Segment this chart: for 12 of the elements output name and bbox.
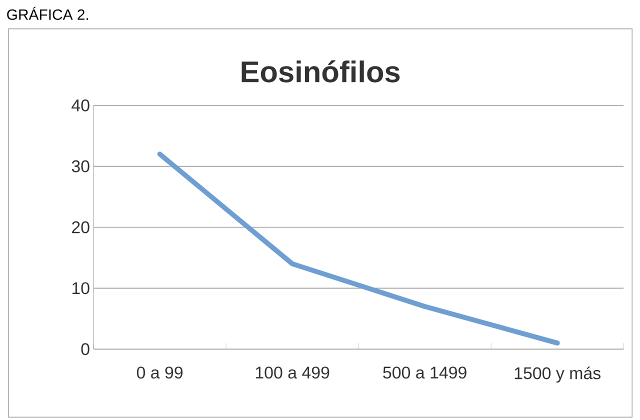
x-tick-label: 100 a 499 (256, 366, 330, 379)
x-tick-label: 500 a 1499 (383, 366, 466, 379)
line-series (157, 152, 560, 346)
x-tick-label: 0 a 99 (136, 366, 183, 379)
y-tick-label: 20 (72, 221, 90, 234)
chart-title: Eosinófilos (242, 60, 400, 82)
y-tick-label: 30 (72, 160, 90, 172)
y-tick-label: 0 (81, 343, 90, 356)
y-tick-label: 40 (72, 99, 90, 112)
text: GRÁFICA 2. (7, 6, 88, 20)
x-tick-label: 1500 y más (514, 366, 600, 383)
y-tick-label: 10 (72, 282, 90, 294)
